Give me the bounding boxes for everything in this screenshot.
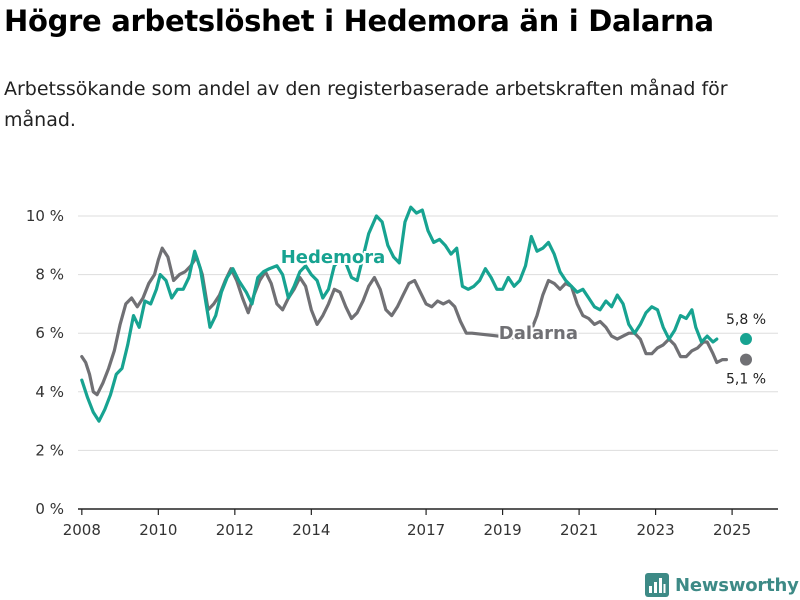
end-marker-dalarna bbox=[740, 353, 752, 366]
series-line-hedemora bbox=[80, 205, 719, 423]
y-tick-label: 2 % bbox=[35, 441, 64, 459]
end-value-label-hedemora: 5,8 % bbox=[726, 312, 766, 328]
newsworthy-logo: Newsworthy bbox=[645, 571, 799, 599]
y-tick-label: 0 % bbox=[35, 500, 64, 518]
y-tick-label: 6 % bbox=[35, 324, 64, 342]
end-marker-hedemora bbox=[740, 333, 752, 346]
x-tick-label: 2017 bbox=[407, 521, 445, 539]
series-label-dalarna: Dalarna bbox=[499, 323, 578, 344]
x-tick-label: 2023 bbox=[637, 521, 675, 539]
chart-title: Högre arbetslöshet i Hedemora än i Dalar… bbox=[4, 4, 714, 38]
x-tick-label: 2010 bbox=[139, 521, 177, 539]
x-tick-label: 2014 bbox=[292, 521, 330, 539]
grid-layer bbox=[78, 215, 778, 451]
series-layer bbox=[80, 205, 752, 423]
axis-layer: 0 % 2 % 4 % 6 % 8 % 10 % 2008 2010 2012 2014 2017 2… bbox=[26, 207, 778, 539]
x-tick-label: 2012 bbox=[216, 521, 254, 539]
x-tick-label: 2021 bbox=[560, 521, 598, 539]
series-line-dalarna bbox=[80, 246, 728, 397]
x-tick-label: 2019 bbox=[483, 521, 521, 539]
x-tick-label: 2008 bbox=[63, 521, 101, 539]
series-label-hedemora: Hedemora bbox=[281, 247, 386, 268]
y-tick-label: 8 % bbox=[35, 266, 64, 284]
label-layer: 5,8 % Hedemora 5,1 % Dalarna bbox=[279, 245, 768, 389]
y-tick-label: 4 % bbox=[35, 383, 64, 401]
x-tick-label: 2025 bbox=[713, 521, 751, 539]
end-value-label-dalarna: 5,1 % bbox=[726, 372, 766, 388]
y-tick-label: 10 % bbox=[26, 207, 64, 225]
brand-name: Newsworthy bbox=[675, 574, 799, 596]
bar-chart-logo-icon bbox=[645, 573, 669, 597]
chart-subtitle: Arbetssökande som andel av den registerb… bbox=[4, 78, 728, 131]
